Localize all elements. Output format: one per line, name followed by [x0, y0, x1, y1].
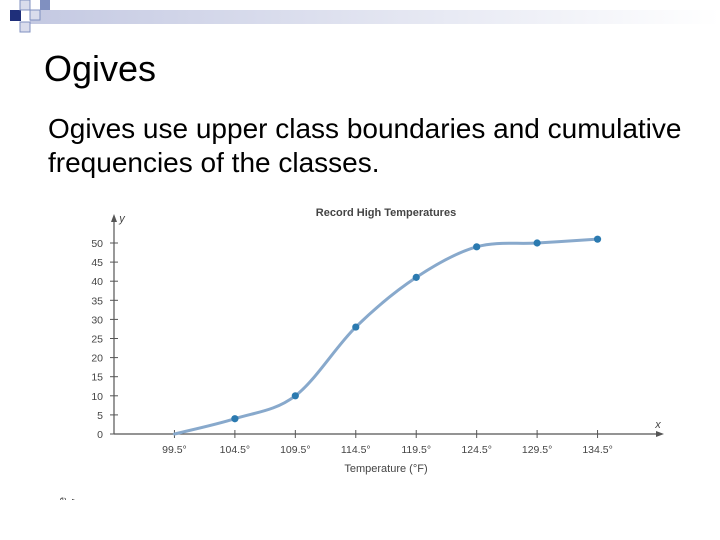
x-tick-label: 109.5° [280, 444, 310, 456]
x-axis-letter: x [654, 419, 661, 431]
x-tick-label: 129.5° [522, 444, 552, 456]
slide-title: Ogives [44, 48, 157, 89]
data-point [412, 273, 420, 281]
y-tick-label: 20 [91, 353, 103, 365]
y-axis-arrow [111, 214, 117, 222]
x-tick-label: 124.5° [461, 444, 491, 456]
x-tick-label: 114.5° [341, 444, 371, 456]
x-axis-arrow [656, 431, 664, 437]
x-tick-label: 134.5° [582, 444, 612, 456]
x-tick-label: 99.5° [162, 444, 187, 456]
data-point [352, 323, 360, 331]
y-tick-label: 0 [97, 429, 103, 441]
chart-title: Record High Temperatures [316, 207, 456, 219]
y-axis-label: Cumulative frequency [57, 494, 81, 500]
y-tick-label: 10 [91, 391, 103, 403]
y-tick-label: 50 [91, 238, 103, 250]
data-point [231, 415, 239, 423]
data-point [593, 235, 602, 243]
y-tick-label: 25 [91, 334, 103, 346]
cumulative-frequency-line [172, 237, 600, 436]
header-decoration [10, 0, 720, 33]
slide-bullet-text: Ogives use upper class boundaries and cu… [48, 113, 682, 178]
x-tick-label: 119.5° [401, 444, 431, 456]
y-axis-letter: y [118, 213, 126, 225]
data-point [533, 239, 541, 247]
data-point [473, 243, 481, 251]
ogive-chart: Record High Temperatures 0 5 10 15 20 25 30 35 4… [57, 207, 664, 500]
y-tick-label: 35 [91, 295, 103, 307]
y-tick-label: 15 [91, 372, 103, 384]
x-axis-label: Temperature (°F) [344, 463, 427, 475]
x-tick-label: 104.5° [220, 444, 250, 456]
data-point [291, 392, 299, 400]
y-tick-label: 45 [91, 257, 103, 269]
y-tick-label: 5 [97, 410, 103, 422]
y-tick-label: 40 [91, 276, 103, 288]
y-tick-label: 30 [91, 314, 103, 326]
